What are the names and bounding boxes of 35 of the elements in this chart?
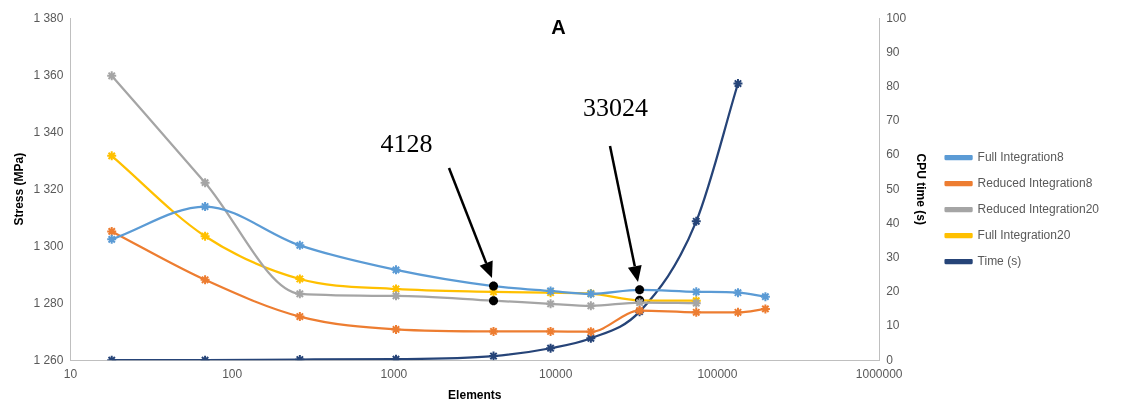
y2-tick-label: 90 — [886, 44, 900, 59]
y-tick-label: 1 340 — [33, 124, 64, 139]
legend-label: Time (s) — [977, 253, 1022, 268]
y2-tick-label: 40 — [886, 215, 900, 230]
y2-tick-label: 80 — [886, 78, 900, 93]
y-tick-label: 1 260 — [33, 352, 64, 367]
y-axis-title: Stress (MPa) — [11, 152, 26, 226]
chart-title: A — [551, 15, 566, 38]
y2-tick-label: 50 — [886, 181, 900, 196]
annotation: 4128 — [380, 128, 433, 158]
legend-label: Full Integration20 — [977, 227, 1071, 242]
y-tick-label: 1 280 — [33, 295, 64, 310]
x-tick-label: 1000000 — [855, 366, 903, 381]
y-tick-label: 1 300 — [33, 238, 64, 253]
legend-label: Reduced Integration20 — [977, 201, 1100, 216]
y-tick-label: 1 360 — [33, 67, 64, 82]
x-tick-label: 10000 — [538, 366, 573, 381]
y2-tick-label: 70 — [886, 113, 900, 128]
x-tick-label: 10 — [63, 366, 78, 381]
x-tick-label: 100 — [222, 366, 243, 381]
x-tick-label: 100000 — [697, 366, 738, 381]
legend-label: Full Integration8 — [977, 149, 1064, 164]
y2-tick-label: 100 — [886, 10, 907, 25]
legend-label: Reduced Integration8 — [977, 175, 1093, 190]
y2-tick-label: 20 — [886, 284, 900, 299]
y2-axis-title: CPU time (s) — [914, 153, 929, 225]
y-tick-label: 1 320 — [33, 181, 64, 196]
annotation: 33024 — [583, 92, 649, 122]
y2-tick-label: 30 — [886, 249, 900, 264]
x-tick-label: 1000 — [380, 366, 408, 381]
y2-tick-label: 60 — [886, 147, 900, 162]
x-axis-title: Elements — [448, 388, 502, 403]
y2-tick-label: 10 — [886, 318, 900, 333]
y-tick-label: 1 380 — [33, 10, 64, 25]
y2-tick-label: 0 — [886, 352, 894, 367]
